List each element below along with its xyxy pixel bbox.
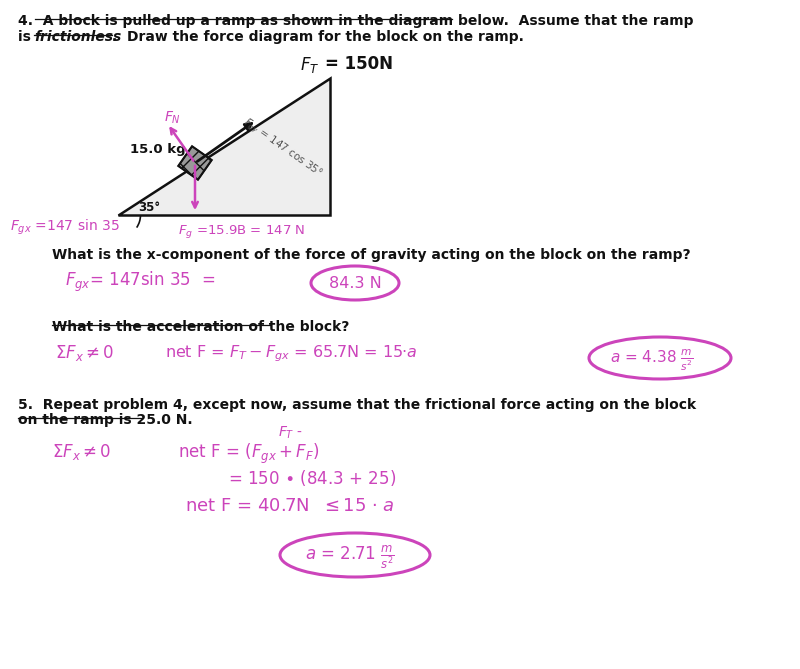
Text: $F_T$ -: $F_T$ - — [278, 425, 303, 442]
Text: $F_{gy}$ = 147 cos 35°: $F_{gy}$ = 147 cos 35° — [240, 115, 325, 181]
Text: $\Sigma F_x \neq 0$: $\Sigma F_x \neq 0$ — [55, 343, 114, 363]
Text: 35°: 35° — [138, 201, 160, 214]
Text: $F_N$: $F_N$ — [165, 110, 182, 126]
Text: What is the acceleration of the block?: What is the acceleration of the block? — [52, 320, 350, 334]
Text: frictionless: frictionless — [34, 30, 122, 44]
Text: 5.  Repeat problem 4, except now, assume that the frictional force acting on the: 5. Repeat problem 4, except now, assume … — [18, 398, 696, 412]
Text: = 150N: = 150N — [325, 55, 393, 73]
Ellipse shape — [589, 337, 731, 379]
Text: $F_T$: $F_T$ — [300, 55, 319, 75]
Text: 84.3 N: 84.3 N — [329, 276, 382, 290]
Text: net F = $F_T - F_{gx}$ = 65.7N = 15·$a$: net F = $F_T - F_{gx}$ = 65.7N = 15·$a$ — [165, 343, 418, 363]
Text: $F_{gx}$= 147sin 35  =: $F_{gx}$= 147sin 35 = — [65, 270, 215, 294]
Text: net F = 40.7N  $\leq$15 · $a$: net F = 40.7N $\leq$15 · $a$ — [185, 497, 394, 515]
Text: $F_{gx}$ =147 sin 35: $F_{gx}$ =147 sin 35 — [10, 218, 120, 237]
Text: on the ramp is 25.0 N.: on the ramp is 25.0 N. — [18, 413, 193, 427]
Text: What is the x-component of the force of gravity acting on the block on the ramp?: What is the x-component of the force of … — [52, 248, 690, 262]
Polygon shape — [178, 147, 212, 180]
Ellipse shape — [280, 533, 430, 577]
Ellipse shape — [311, 266, 399, 300]
Text: = 150 $\bullet$ (84.3 + 25): = 150 $\bullet$ (84.3 + 25) — [228, 468, 396, 488]
Text: $a$ = 2.71 $\frac{m}{s^2}$: $a$ = 2.71 $\frac{m}{s^2}$ — [305, 543, 395, 571]
Text: $F_g$ =15.9B = 147 N: $F_g$ =15.9B = 147 N — [178, 223, 306, 240]
Text: 15.0 kg: 15.0 kg — [130, 143, 186, 156]
Text: $a$ = 4.38 $\frac{m}{s^2}$: $a$ = 4.38 $\frac{m}{s^2}$ — [610, 347, 694, 373]
Polygon shape — [118, 78, 330, 215]
Text: is: is — [18, 30, 36, 44]
Text: $\Sigma F_x \neq 0$: $\Sigma F_x \neq 0$ — [52, 442, 111, 462]
Text: net F = $(F_{gx} + F_F)$: net F = $(F_{gx} + F_F)$ — [178, 442, 320, 466]
Text: 4.  A block is pulled up a ramp as shown in the diagram below.  Assume that the : 4. A block is pulled up a ramp as shown … — [18, 14, 694, 28]
Text: .  Draw the force diagram for the block on the ramp.: . Draw the force diagram for the block o… — [112, 30, 524, 44]
